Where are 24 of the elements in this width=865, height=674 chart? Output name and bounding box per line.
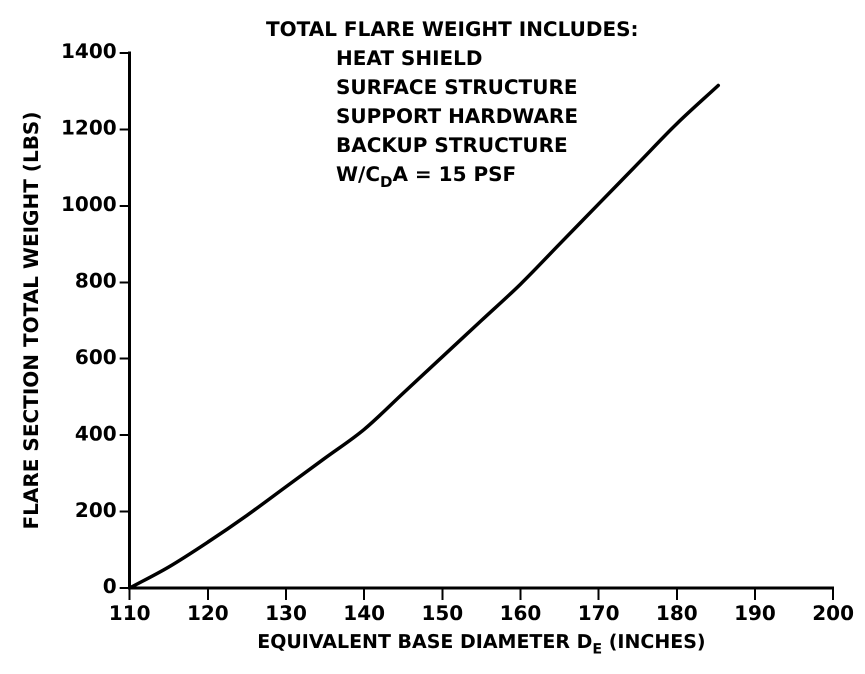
y-tick-label: 1000 [60,192,117,216]
x-tick-label: 130 [265,601,307,626]
y-tick-label: 0 [102,574,117,598]
annotation: SURFACE STRUCTURE [336,75,578,99]
annotation: SUPPORT HARDWARE [336,104,578,128]
x-tick-label: 170 [578,601,620,626]
annotation: BACKUP STRUCTURE [336,133,568,157]
annotation: HEAT SHIELD [336,46,483,70]
y-tick-label: 800 [74,268,117,292]
x-tick-label: 150 [421,601,464,626]
x-tick-label: 140 [343,601,386,626]
x-tick-label: 160 [500,601,542,626]
text: TOTAL FLARE WEIGHT INCLUDES: [266,17,639,41]
y-tick-label: 200 [74,498,117,522]
x-tick-label: 180 [656,601,698,626]
x-tick-label: 200 [812,601,854,626]
y-tick-label: 400 [74,421,117,446]
x-tick-label: 120 [186,601,229,626]
y-tick-label: 1200 [60,116,117,140]
x-tick-label: 110 [108,601,151,626]
y-axis-title: FLARE SECTION TOTAL WEIGHT (LBS) [19,112,43,530]
y-tick-label: 600 [74,344,117,369]
y-tick-label: 1400 [60,39,117,64]
x-tick-label: 190 [734,601,776,626]
